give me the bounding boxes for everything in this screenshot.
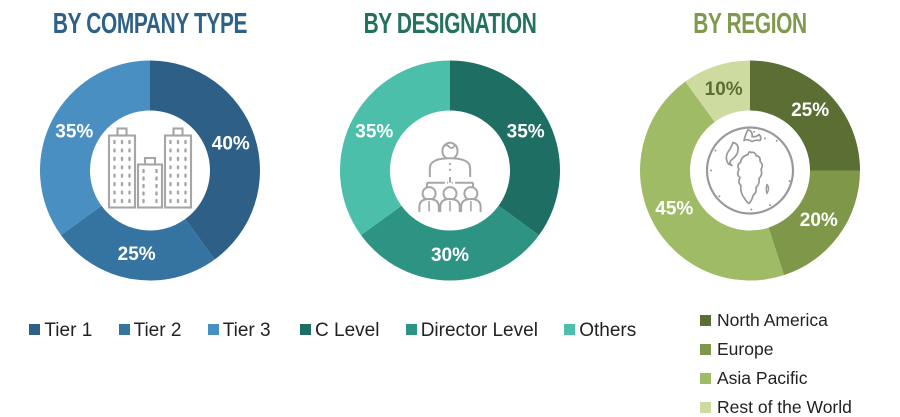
svg-text:30%: 30% <box>431 245 469 266</box>
svg-text:35%: 35% <box>507 121 545 142</box>
svg-text:20%: 20% <box>800 210 838 231</box>
svg-text:35%: 35% <box>355 121 393 142</box>
svg-text:10%: 10% <box>705 79 743 100</box>
svg-text:35%: 35% <box>55 121 93 142</box>
svg-text:40%: 40% <box>212 134 250 155</box>
svg-text:25%: 25% <box>118 244 156 265</box>
svg-text:45%: 45% <box>655 199 693 220</box>
svg-text:25%: 25% <box>791 100 829 121</box>
